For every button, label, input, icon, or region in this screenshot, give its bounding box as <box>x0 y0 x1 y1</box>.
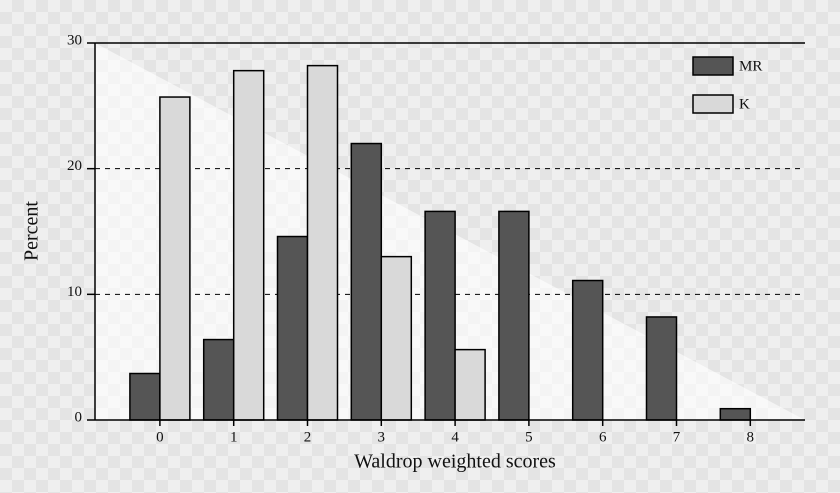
y-tick-label: 0 <box>75 409 83 425</box>
bar <box>719 407 752 421</box>
legend-swatch <box>692 56 734 76</box>
y-tick-label: 30 <box>67 32 82 48</box>
legend-swatch <box>692 94 734 114</box>
x-tick-label: 7 <box>673 429 681 445</box>
bar <box>380 255 413 421</box>
x-tick-label: 3 <box>378 429 386 445</box>
y-tick-label: 20 <box>67 158 82 174</box>
legend-label: MR <box>739 58 762 74</box>
y-tick-label: 10 <box>67 284 82 300</box>
bar <box>159 96 191 421</box>
x-axis-title: Waldrop weighted scores <box>354 451 556 473</box>
x-tick-label: 6 <box>599 429 607 445</box>
bar <box>129 372 161 421</box>
x-tick-label: 1 <box>230 429 238 445</box>
x-tick-label: 8 <box>747 429 755 445</box>
bar <box>276 235 309 421</box>
x-tick-label: 4 <box>451 429 459 445</box>
y-axis-title: Percent <box>21 201 43 261</box>
bar <box>645 316 678 421</box>
bar <box>454 348 486 421</box>
x-tick-label: 5 <box>525 429 533 445</box>
legend-label: K <box>739 96 750 112</box>
bar <box>571 279 604 421</box>
bar <box>202 338 235 421</box>
x-tick-label: 0 <box>156 429 164 445</box>
bar <box>498 210 530 421</box>
bar <box>424 210 456 421</box>
bar <box>350 142 383 421</box>
bar <box>306 64 339 421</box>
x-tick-label: 2 <box>304 429 312 445</box>
bar <box>232 69 265 421</box>
